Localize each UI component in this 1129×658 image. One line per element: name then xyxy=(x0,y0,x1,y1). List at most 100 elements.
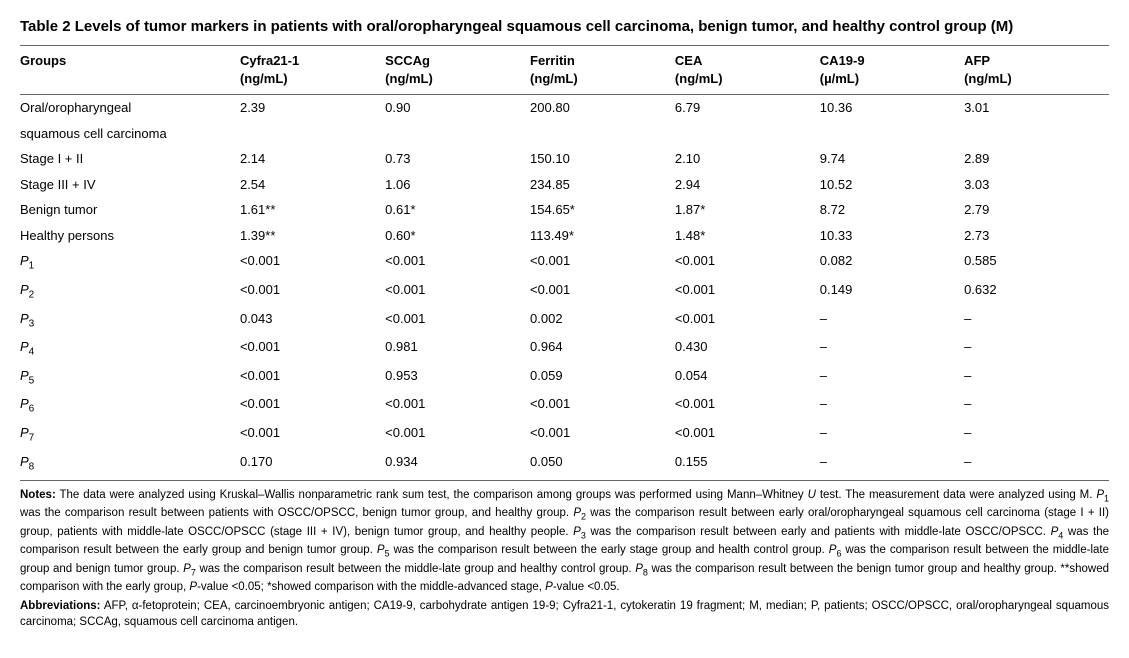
cell-value: 150.10 xyxy=(530,146,675,172)
col-header-sccag: SCCAg(ng/mL) xyxy=(385,46,530,95)
cell-value: 0.050 xyxy=(530,449,675,481)
cell-value: 1.87* xyxy=(675,197,820,223)
table-row: Healthy persons1.39**0.60*113.49*1.48*10… xyxy=(20,223,1109,249)
cell-value: 200.80 xyxy=(530,95,675,121)
cell-value: 113.49* xyxy=(530,223,675,249)
table-row: squamous cell carcinoma xyxy=(20,121,1109,147)
header-row: Groups Cyfra21-1(ng/mL) SCCAg(ng/mL) Fer… xyxy=(20,46,1109,95)
cell-value: 2.54 xyxy=(240,172,385,198)
cell-value: <0.001 xyxy=(675,306,820,335)
cell-value: 0.043 xyxy=(240,306,385,335)
row-label: Oral/oropharyngeal xyxy=(20,95,240,121)
cell-value: – xyxy=(820,449,964,481)
cell-value: 9.74 xyxy=(820,146,964,172)
table-row: P80.1700.9340.0500.155–– xyxy=(20,449,1109,481)
col-header-ca199: CA19-9(µ/mL) xyxy=(820,46,964,95)
table-row: Oral/oropharyngeal2.390.90200.806.7910.3… xyxy=(20,95,1109,121)
cell-value: <0.001 xyxy=(530,277,675,306)
cell-value: 0.953 xyxy=(385,363,530,392)
cell-value: <0.001 xyxy=(385,248,530,277)
cell-value: <0.001 xyxy=(240,248,385,277)
cell-value: 2.39 xyxy=(240,95,385,121)
cell-value: 234.85 xyxy=(530,172,675,198)
cell-value: 2.79 xyxy=(964,197,1109,223)
cell-value: 1.61** xyxy=(240,197,385,223)
col-header-groups: Groups xyxy=(20,46,240,95)
abbreviations-block: Abbreviations: AFP, α-fetoprotein; CEA, … xyxy=(20,598,1109,631)
table-row: P2<0.001<0.001<0.001<0.0010.1490.632 xyxy=(20,277,1109,306)
table-row: Benign tumor1.61**0.61*154.65*1.87*8.722… xyxy=(20,197,1109,223)
cell-value: 3.03 xyxy=(964,172,1109,198)
col-header-cea: CEA(ng/mL) xyxy=(675,46,820,95)
table-title: Table 2 Levels of tumor markers in patie… xyxy=(20,16,1109,37)
cell-value: 154.65* xyxy=(530,197,675,223)
cell-value: – xyxy=(820,391,964,420)
cell-value: 0.585 xyxy=(964,248,1109,277)
row-label-pvalue: P3 xyxy=(20,306,240,335)
row-label-pvalue: P5 xyxy=(20,363,240,392)
cell-value: <0.001 xyxy=(240,277,385,306)
cell-value: <0.001 xyxy=(385,391,530,420)
cell-value: <0.001 xyxy=(385,420,530,449)
table-row: P6<0.001<0.001<0.001<0.001–– xyxy=(20,391,1109,420)
title-rest: Levels of tumor markers in patients with… xyxy=(71,18,1014,35)
cell-value: – xyxy=(964,334,1109,363)
cell-value: – xyxy=(820,306,964,335)
cell-value: <0.001 xyxy=(530,391,675,420)
cell-value: <0.001 xyxy=(240,363,385,392)
cell-value: 0.082 xyxy=(820,248,964,277)
cell-value: 0.964 xyxy=(530,334,675,363)
cell-value: 2.10 xyxy=(675,146,820,172)
row-label-pvalue: P2 xyxy=(20,277,240,306)
cell-value: 2.94 xyxy=(675,172,820,198)
title-prefix: Table 2 xyxy=(20,18,71,35)
cell-value: – xyxy=(964,363,1109,392)
cell-value: 0.155 xyxy=(675,449,820,481)
cell-value: 0.430 xyxy=(675,334,820,363)
row-label-pvalue: P4 xyxy=(20,334,240,363)
table-row: P30.043<0.0010.002<0.001–– xyxy=(20,306,1109,335)
table-row: P5<0.0010.9530.0590.054–– xyxy=(20,363,1109,392)
cell-value: <0.001 xyxy=(240,391,385,420)
row-label-pvalue: P6 xyxy=(20,391,240,420)
cell-value: 0.002 xyxy=(530,306,675,335)
cell-value: 0.149 xyxy=(820,277,964,306)
cell-value: 0.054 xyxy=(675,363,820,392)
row-label: Stage III + IV xyxy=(20,172,240,198)
cell-value: 2.14 xyxy=(240,146,385,172)
cell-value: – xyxy=(820,334,964,363)
table-body: Oral/oropharyngeal2.390.90200.806.7910.3… xyxy=(20,95,1109,481)
cell-value: <0.001 xyxy=(530,248,675,277)
row-label: Stage I + II xyxy=(20,146,240,172)
cell-value: – xyxy=(820,420,964,449)
cell-value: <0.001 xyxy=(675,391,820,420)
col-header-afp: AFP(ng/mL) xyxy=(964,46,1109,95)
notes-label: Notes: xyxy=(20,489,56,501)
row-label-pvalue: P7 xyxy=(20,420,240,449)
cell-value: 1.48* xyxy=(675,223,820,249)
cell-value: <0.001 xyxy=(530,420,675,449)
table-row: P1<0.001<0.001<0.001<0.0010.0820.585 xyxy=(20,248,1109,277)
cell-value: 2.73 xyxy=(964,223,1109,249)
abbrev-label: Abbreviations: xyxy=(20,600,101,612)
table-row: P7<0.001<0.001<0.001<0.001–– xyxy=(20,420,1109,449)
col-header-ferritin: Ferritin(ng/mL) xyxy=(530,46,675,95)
cell-value: 10.36 xyxy=(820,95,964,121)
cell-value: 0.059 xyxy=(530,363,675,392)
cell-value: <0.001 xyxy=(675,248,820,277)
row-label: Healthy persons xyxy=(20,223,240,249)
row-label-pvalue: P1 xyxy=(20,248,240,277)
cell-value: 0.632 xyxy=(964,277,1109,306)
cell-value: 1.39** xyxy=(240,223,385,249)
cell-value: 10.33 xyxy=(820,223,964,249)
cell-value: 0.60* xyxy=(385,223,530,249)
cell-value: – xyxy=(820,363,964,392)
cell-value: 0.73 xyxy=(385,146,530,172)
cell-value: – xyxy=(964,306,1109,335)
cell-value: 0.90 xyxy=(385,95,530,121)
cell-value: – xyxy=(964,449,1109,481)
cell-value: 0.934 xyxy=(385,449,530,481)
cell-value: <0.001 xyxy=(675,277,820,306)
cell-value: – xyxy=(964,391,1109,420)
cell-value: <0.001 xyxy=(385,306,530,335)
